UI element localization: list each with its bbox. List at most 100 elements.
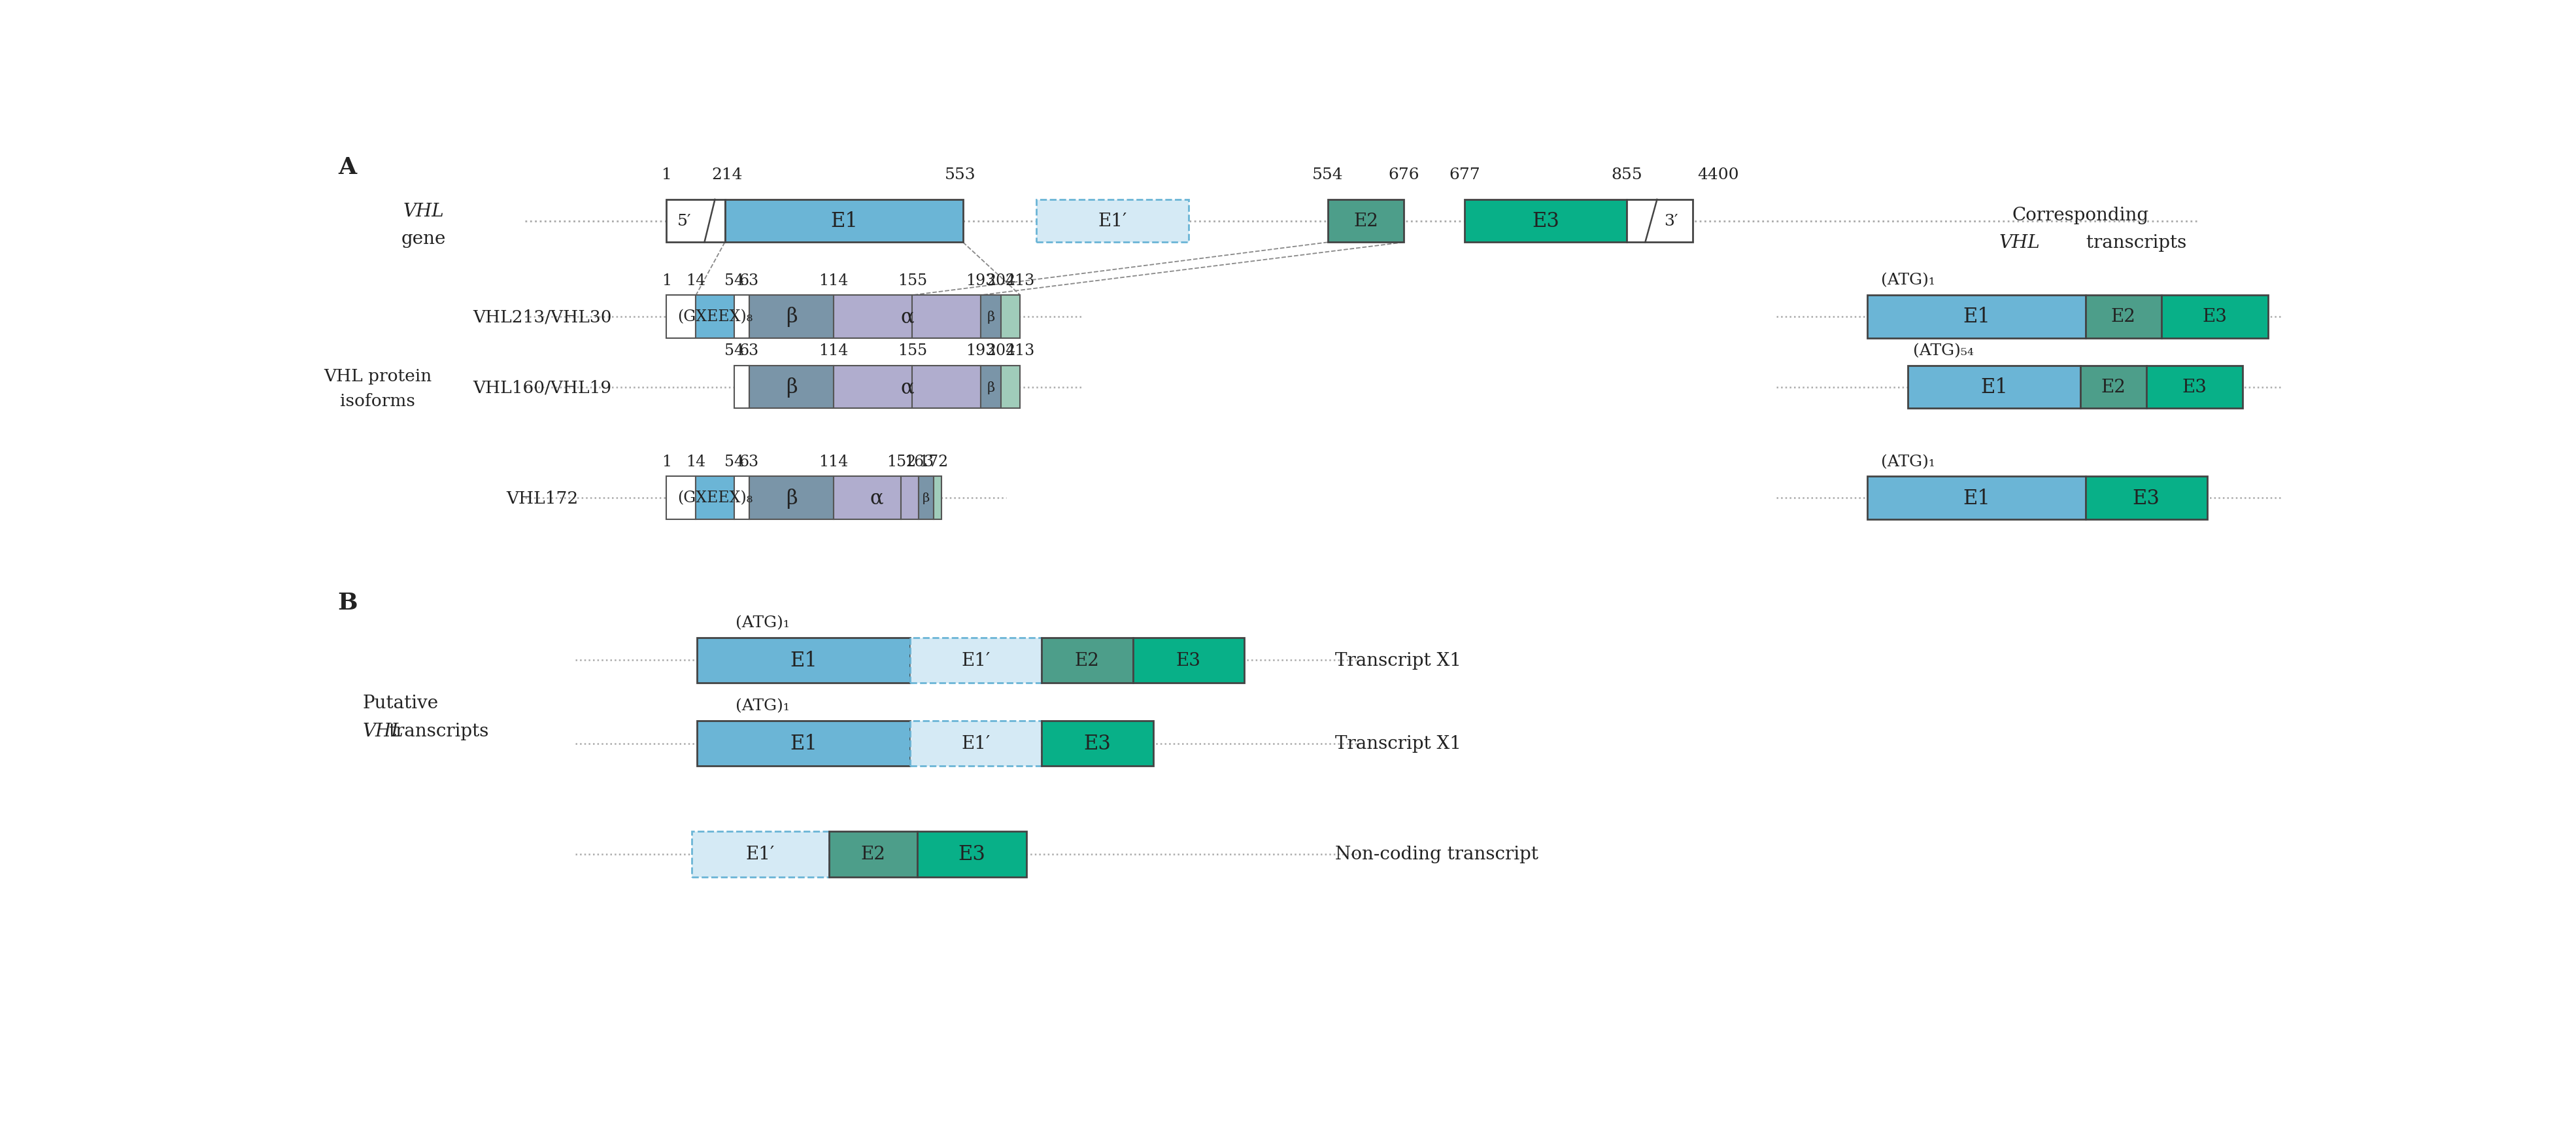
Text: E1′: E1′ [1097, 213, 1126, 230]
Text: VHL: VHL [402, 203, 443, 220]
Text: (GXEEX)₈: (GXEEX)₈ [677, 309, 752, 324]
Text: 63: 63 [739, 272, 760, 288]
Text: transcripts: transcripts [2081, 234, 2187, 251]
Text: E3: E3 [1533, 211, 1558, 231]
Text: VHL: VHL [1999, 234, 2040, 251]
Text: 172: 172 [920, 454, 948, 470]
Bar [2146, 367, 2241, 409]
Text: E1: E1 [1981, 378, 2007, 398]
Text: E3: E3 [958, 844, 987, 864]
Bar [698, 638, 909, 683]
Text: E3: E3 [2182, 379, 2208, 396]
Text: 114: 114 [819, 343, 848, 359]
Bar [1909, 367, 2081, 409]
Text: 1: 1 [662, 167, 672, 183]
Text: E1: E1 [829, 211, 858, 231]
Bar [2161, 296, 2267, 339]
Text: Putative: Putative [363, 694, 438, 712]
Bar [909, 721, 1041, 766]
Bar [912, 296, 981, 339]
Text: 3′: 3′ [1664, 214, 1677, 229]
Text: E1′: E1′ [961, 651, 989, 669]
Bar [2081, 367, 2146, 409]
Bar [1041, 721, 1154, 766]
Text: 5′: 5′ [677, 214, 690, 229]
Text: 855: 855 [1610, 167, 1643, 183]
Text: 4400: 4400 [1698, 167, 1739, 183]
Text: VHL213/VHL30: VHL213/VHL30 [474, 308, 613, 325]
Bar [902, 476, 920, 519]
Bar [1133, 638, 1244, 683]
Text: 204: 204 [987, 343, 1015, 359]
Text: 14: 14 [685, 454, 706, 470]
Text: Corresponding: Corresponding [2012, 206, 2148, 224]
Bar [2087, 476, 2208, 519]
Bar [1327, 200, 1404, 243]
Bar [1868, 476, 2087, 519]
Text: gene: gene [402, 230, 446, 248]
Text: β: β [786, 488, 796, 508]
Text: 152: 152 [886, 454, 917, 470]
Bar [724, 200, 963, 243]
Bar [1041, 638, 1133, 683]
Text: β: β [786, 307, 796, 327]
Bar [835, 476, 902, 519]
Bar [1002, 367, 1020, 409]
Bar [1868, 296, 2087, 339]
Text: 63: 63 [739, 454, 760, 470]
Bar [909, 638, 1041, 683]
Text: 63: 63 [739, 343, 760, 359]
Bar [1628, 200, 1692, 243]
Text: 677: 677 [1450, 167, 1481, 183]
Bar [912, 367, 981, 409]
Bar [981, 296, 1002, 339]
Text: VHL: VHL [363, 722, 404, 740]
Text: 193: 193 [966, 272, 994, 288]
Bar [750, 296, 835, 339]
Text: 213: 213 [1005, 343, 1036, 359]
Text: (ATG)₁: (ATG)₁ [737, 698, 791, 713]
Text: E1′: E1′ [747, 845, 775, 863]
Text: E2: E2 [1352, 213, 1378, 230]
Text: β: β [786, 378, 796, 398]
Bar [696, 296, 734, 339]
Bar [1036, 200, 1188, 243]
Bar [835, 367, 912, 409]
Bar [920, 476, 933, 519]
Bar [835, 296, 912, 339]
Text: (ATG)₁: (ATG)₁ [1880, 272, 1935, 288]
Bar [917, 832, 1025, 877]
Text: E3: E3 [1084, 733, 1110, 753]
Text: A: A [337, 156, 355, 178]
Text: E2: E2 [2102, 379, 2125, 396]
Text: B: B [337, 592, 358, 613]
Text: 155: 155 [896, 272, 927, 288]
Text: 676: 676 [1388, 167, 1419, 183]
Text: 554: 554 [1311, 167, 1342, 183]
Text: β: β [922, 492, 930, 504]
Bar [1002, 296, 1020, 339]
Text: (ATG)₁: (ATG)₁ [1880, 454, 1935, 470]
Text: E2: E2 [860, 845, 886, 863]
Bar [750, 476, 835, 519]
Bar [734, 476, 750, 519]
Text: E3: E3 [2202, 308, 2226, 326]
Text: 553: 553 [945, 167, 976, 183]
Bar [734, 367, 750, 409]
Text: VHL172: VHL172 [507, 490, 580, 507]
Bar [667, 296, 696, 339]
Text: (ATG)₅₄: (ATG)₅₄ [1914, 343, 1973, 359]
Text: E1: E1 [791, 650, 817, 670]
Text: E1: E1 [1963, 307, 1991, 327]
Text: 193: 193 [966, 343, 994, 359]
Bar [750, 367, 835, 409]
Text: transcripts: transcripts [389, 722, 489, 740]
Bar [667, 476, 696, 519]
Bar [693, 832, 829, 877]
Text: α: α [902, 307, 914, 327]
Text: Transcript X1: Transcript X1 [1334, 734, 1461, 752]
Text: 204: 204 [987, 272, 1015, 288]
Text: (GXEEX)₈: (GXEEX)₈ [677, 491, 752, 506]
Text: α: α [902, 378, 914, 398]
Bar [698, 721, 909, 766]
